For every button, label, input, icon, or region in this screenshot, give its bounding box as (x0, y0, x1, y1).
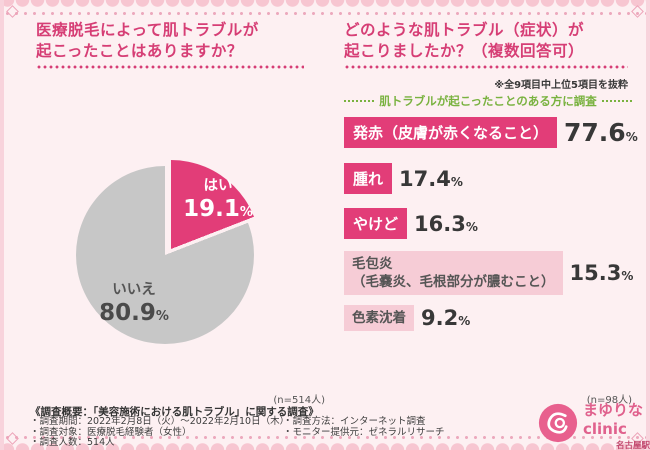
corner-ornament-icon (6, 432, 19, 445)
pie-no-label: いいえ (112, 282, 156, 298)
clinic-logo-text: まゆりなclinic 名古屋駅 (583, 399, 650, 450)
pie-yes-label: はい (203, 178, 233, 194)
corner-ornament-icon (631, 5, 644, 18)
bar-row: やけど 16.3% (344, 208, 644, 239)
pie-label-no: いいえ 80.9% (92, 278, 176, 326)
dotted-leader-right (601, 100, 633, 102)
pie-slice-yes (82, 160, 260, 338)
pie-label-yes: はい 19.1% (178, 174, 258, 222)
left-border (0, 0, 4, 450)
bar-row: 発赤（皮膚が赤くなること） 77.6% (344, 117, 644, 148)
survey-overview-item: ・調査期間：2022年2月8日（火）〜2022年2月10日（木） (30, 416, 290, 427)
pie-yes-value: 19.1% (183, 196, 253, 222)
bar-label: やけど (344, 208, 408, 239)
clinic-branch: 名古屋駅 (615, 441, 650, 450)
bar-row: 腫れ 17.4% (344, 163, 644, 194)
survey-overview-item: ・調査人数：514人 (30, 437, 115, 448)
right-question-title: どのような肌トラブル（症状）が 起こりましたか？（複数回答可） (344, 20, 638, 62)
survey-overview-column-right: ・調査方法：インターネット調査 ・モニター提供元：ゼネラルリサーチ (283, 416, 445, 438)
clinic-logo-mark-icon (538, 403, 578, 447)
survey-overview-heading: 《調査概要：「美容施術における肌トラブル」に関する調査》 (30, 406, 319, 418)
survey-overview-item: ・モニター提供元：ゼネラルリサーチ (283, 426, 445, 438)
excerpt-note: ※全9項目中上位5項目を抜粋 (494, 80, 628, 91)
corner-ornament-icon (6, 5, 19, 18)
left-question-title-line2: 起こったことはありますか？ (36, 42, 243, 60)
pie-chart: はい 19.1% いいえ 80.9% (76, 160, 260, 344)
survey-target-caption-row: 肌トラブルが起こったことのある方に調査 (344, 93, 633, 109)
clinic-name: まゆりなclinic (583, 401, 644, 438)
left-question-title-line1: 医療脱毛によって肌トラブルが (36, 21, 259, 39)
bar-row: 色素沈着 9.2% (344, 305, 644, 331)
sample-size-right: (n=98人) (586, 395, 632, 406)
bar-label: 色素沈着 (344, 305, 414, 331)
right-border (646, 0, 650, 450)
survey-overview-item: ・調査対象：医療脱毛経験者（女性） (30, 426, 192, 438)
bar-label: 発赤（皮膚が赤くなること） (344, 117, 558, 148)
left-title-underline (36, 65, 304, 69)
bar-value: 15.3% (569, 261, 634, 285)
left-question-title: 医療脱毛によって肌トラブルが 起こったことはありますか？ (36, 20, 326, 62)
clinic-logo: まゆりなclinic 名古屋駅 (538, 399, 650, 450)
survey-overview-item: ・調査方法：インターネット調査 (283, 416, 426, 427)
bar-value: 77.6% (564, 118, 638, 147)
bar-label: 毛包炎 （毛嚢炎、毛根部分が膿むこと） (344, 251, 563, 295)
right-title-underline (344, 65, 628, 69)
dotted-leader-left (344, 100, 375, 102)
bar-row: 毛包炎 （毛嚢炎、毛根部分が膿むこと） 15.3% (344, 251, 644, 295)
bar-label: 腫れ (344, 163, 393, 194)
survey-target-caption: 肌トラブルが起こったことのある方に調査 (379, 94, 597, 108)
bar-value: 17.4% (399, 166, 463, 191)
bar-value: 16.3% (414, 211, 478, 236)
lace-top-border (0, 0, 650, 16)
right-question-title-line2: 起こりましたか？（複数回答可） (344, 42, 585, 60)
right-question-title-line1: どのような肌トラブル（症状）が (344, 21, 585, 39)
sample-size-left: (n=514人) (273, 395, 325, 406)
bar-chart: 発赤（皮膚が赤くなること） 77.6% 腫れ 17.4% やけど 16.3% 毛… (344, 117, 644, 331)
bar-value: 9.2% (421, 306, 471, 330)
pie-no-value: 80.9% (99, 300, 169, 326)
survey-overview-column-left: ・調査期間：2022年2月8日（火）〜2022年2月10日（木） ・調査対象：医… (30, 416, 290, 449)
